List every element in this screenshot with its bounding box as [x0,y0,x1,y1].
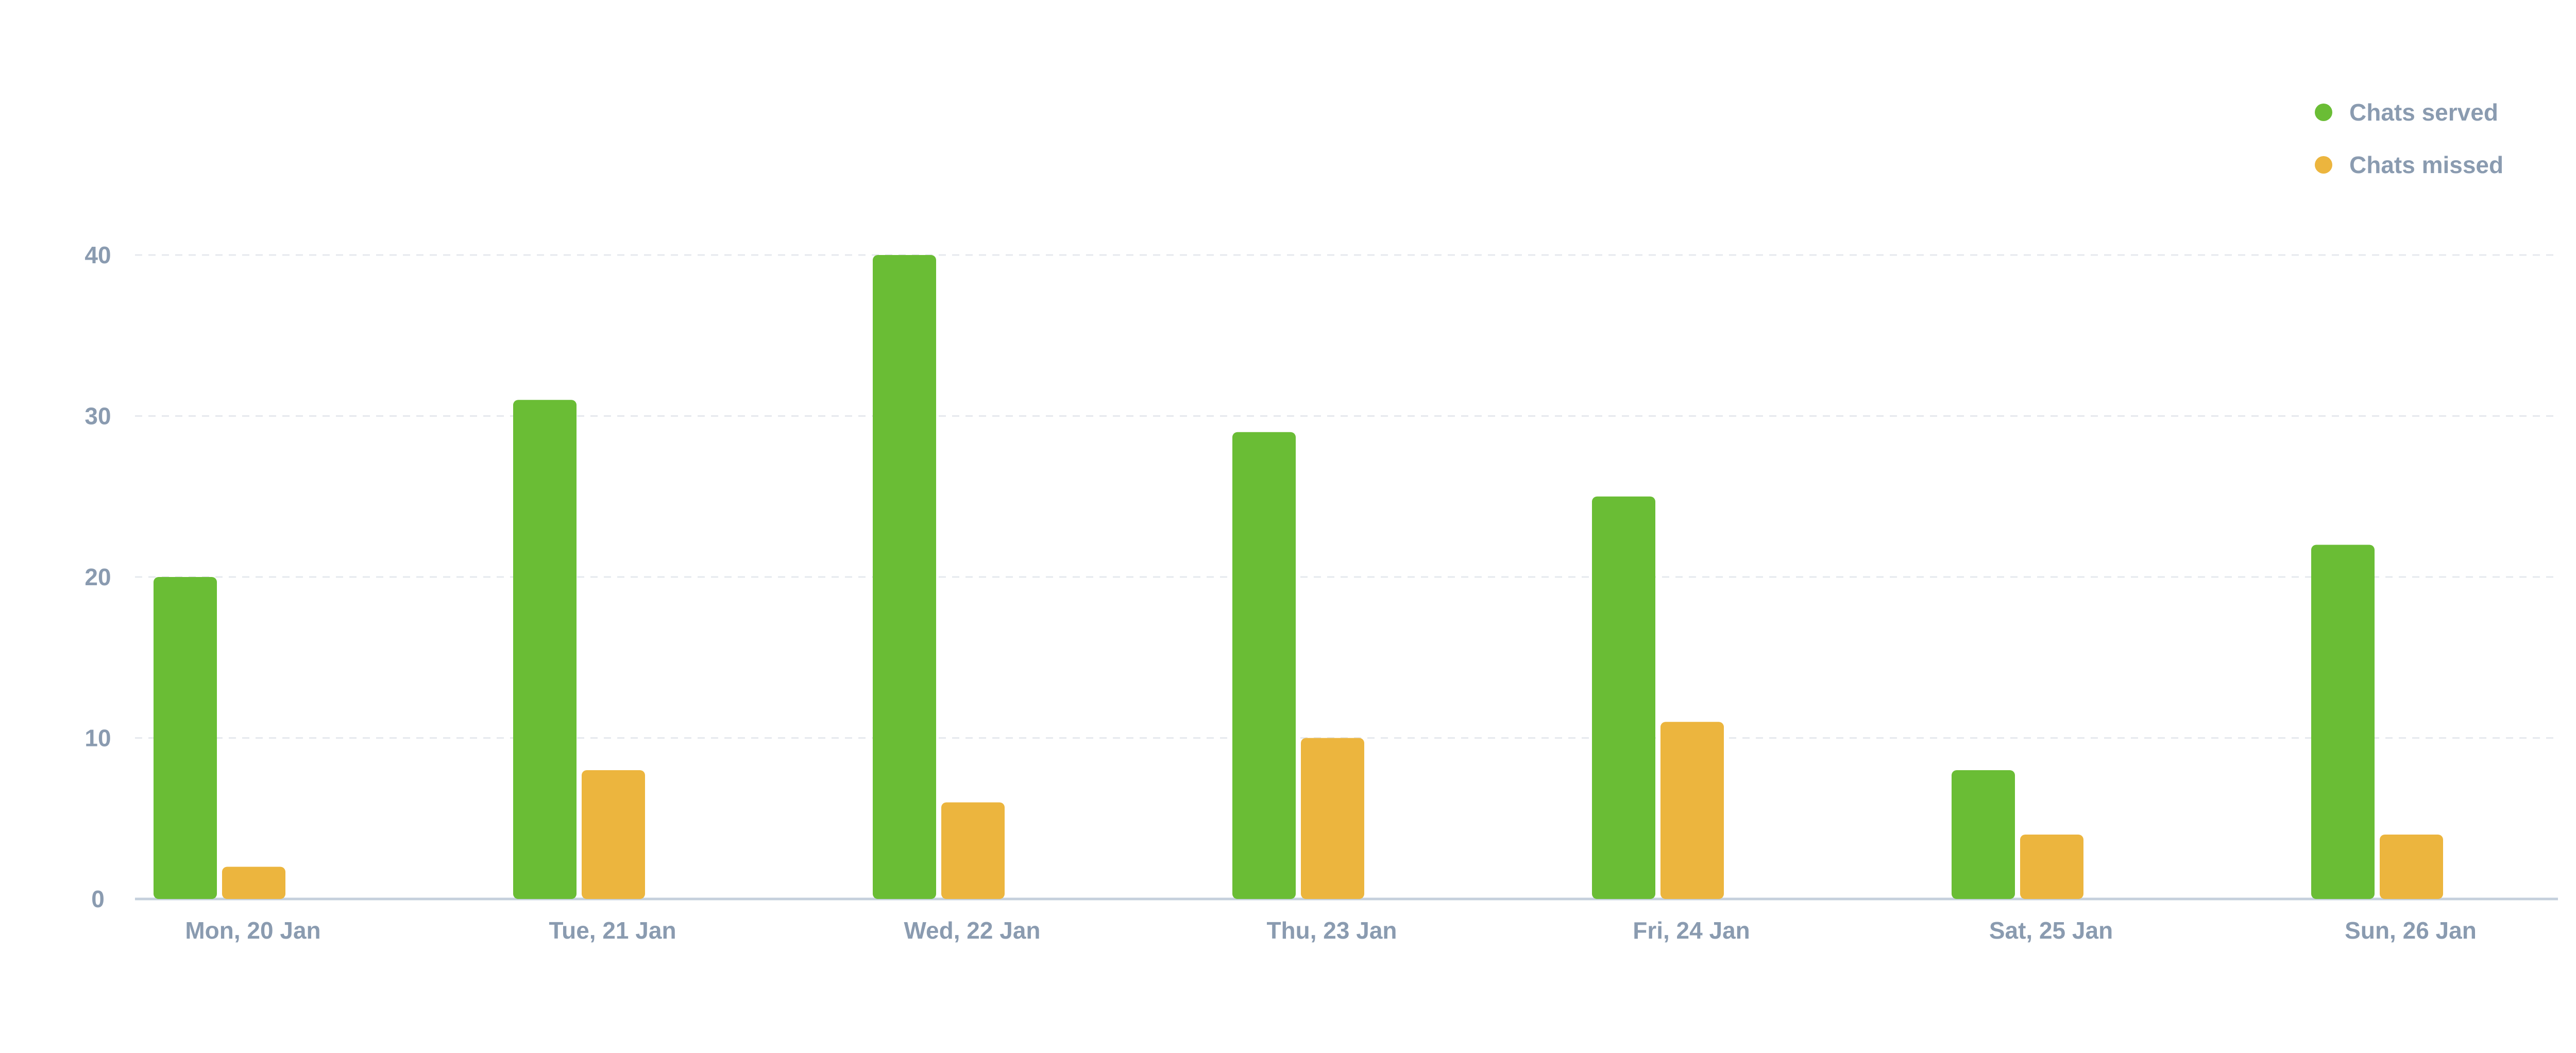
y-tick-label: 10 [84,725,111,752]
legend-label: Chats served [2349,99,2498,126]
legend-marker [2315,156,2332,174]
bar-chats-missed[interactable] [1660,722,1724,899]
legend-label: Chats missed [2349,151,2503,178]
legend-marker [2315,104,2332,121]
legend: Chats served Chats missed [2315,99,2503,178]
bar-chats-missed[interactable] [582,770,645,899]
y-tick-label: 40 [84,242,111,268]
x-tick-label: Mon, 20 Jan [185,917,320,944]
x-tick-label: Sun, 26 Jan [2345,917,2477,944]
bar-chats-served[interactable] [513,400,577,899]
x-tick-label: Thu, 23 Jan [1266,917,1397,944]
x-tick-label: Sat, 25 Jan [1989,917,2113,944]
y-tick-label: 30 [84,403,111,430]
legend-item-chats-missed[interactable]: Chats missed [2315,151,2503,178]
x-tick-label: Fri, 24 Jan [1633,917,1750,944]
x-tick-label: Wed, 22 Jan [904,917,1040,944]
bar-chats-served[interactable] [2311,545,2375,899]
bar-chats-served[interactable] [1592,496,1655,899]
bar-chats-served[interactable] [1952,770,2015,899]
bar-chats-served[interactable] [1232,432,1296,899]
bar-chats-missed[interactable] [1301,738,1364,899]
x-tick-label: Tue, 21 Jan [549,917,676,944]
legend-item-chats-served[interactable]: Chats served [2315,99,2498,126]
y-axis-ticks: 0 10 20 30 40 [84,242,111,912]
x-axis-ticks: Mon, 20 Jan Tue, 21 Jan Wed, 22 Jan Thu, 23… [185,917,2476,944]
y-tick-label: 0 [91,886,105,912]
bars [154,255,2443,899]
bar-chats-missed[interactable] [2380,835,2443,899]
bar-chats-missed[interactable] [941,802,1005,899]
bar-chats-served[interactable] [154,577,217,899]
y-tick-label: 20 [84,564,111,590]
bar-chats-served[interactable] [873,255,936,899]
bar-chats-missed[interactable] [2020,835,2083,899]
bar-chats-missed[interactable] [222,867,285,899]
